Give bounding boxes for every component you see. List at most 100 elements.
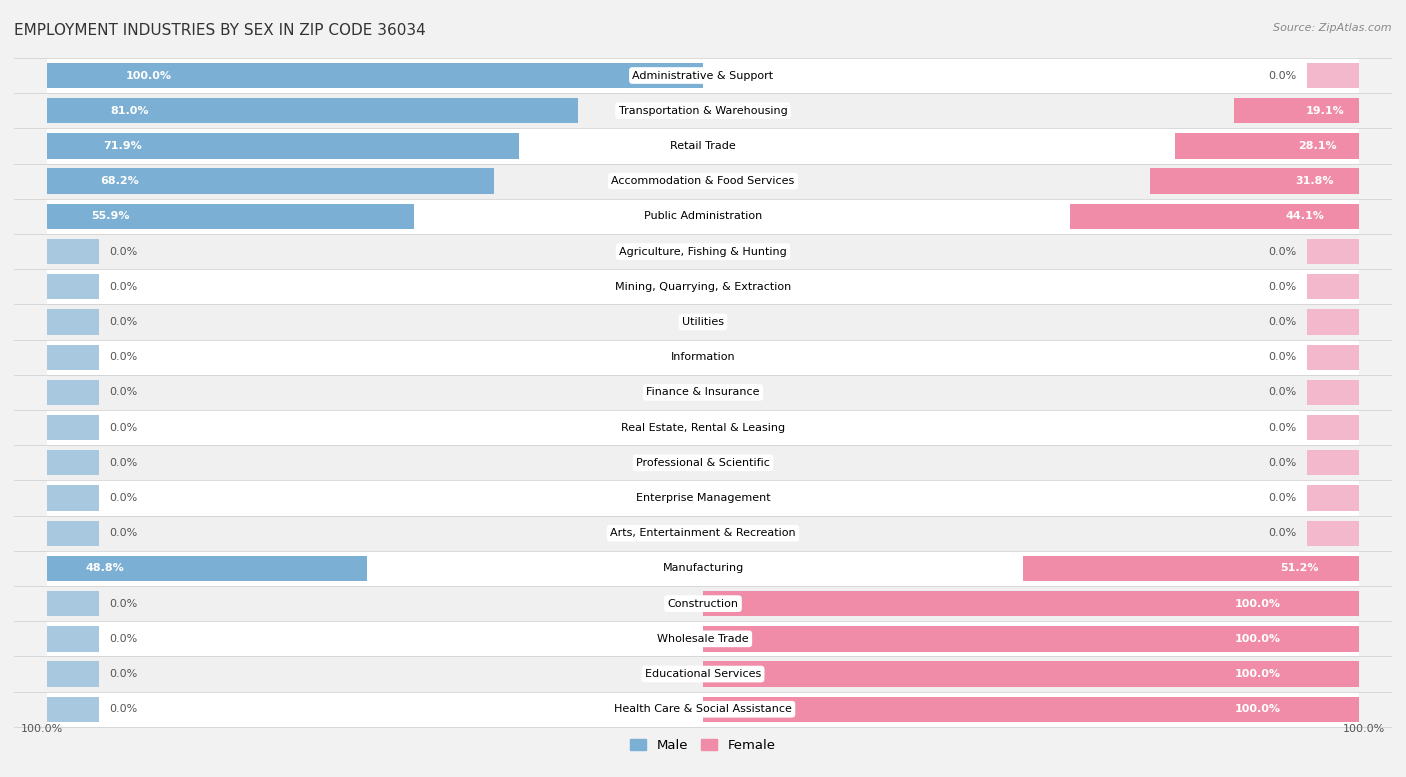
Bar xyxy=(46,586,1360,622)
Text: 0.0%: 0.0% xyxy=(110,634,138,644)
Text: 28.1%: 28.1% xyxy=(1298,141,1337,151)
Text: Arts, Entertainment & Recreation: Arts, Entertainment & Recreation xyxy=(610,528,796,538)
Text: 71.9%: 71.9% xyxy=(104,141,142,151)
Bar xyxy=(1306,450,1360,476)
Text: 31.8%: 31.8% xyxy=(1295,176,1334,186)
Text: 0.0%: 0.0% xyxy=(1268,317,1296,327)
Bar xyxy=(46,657,1360,692)
Text: Agriculture, Fishing & Hunting: Agriculture, Fishing & Hunting xyxy=(619,246,787,256)
Text: 100.0%: 100.0% xyxy=(125,71,172,81)
Bar xyxy=(1175,134,1360,159)
Bar xyxy=(46,661,100,687)
Bar xyxy=(703,697,1360,722)
Text: 0.0%: 0.0% xyxy=(1268,352,1296,362)
Bar xyxy=(1306,380,1360,405)
Text: Finance & Insurance: Finance & Insurance xyxy=(647,388,759,397)
Text: 0.0%: 0.0% xyxy=(110,388,138,397)
Text: 51.2%: 51.2% xyxy=(1281,563,1319,573)
Bar xyxy=(46,692,1360,726)
Bar xyxy=(1024,556,1360,581)
Bar xyxy=(1306,309,1360,335)
Text: 0.0%: 0.0% xyxy=(1268,493,1296,503)
Text: Enterprise Management: Enterprise Management xyxy=(636,493,770,503)
Bar xyxy=(46,626,100,651)
Text: Transportation & Warehousing: Transportation & Warehousing xyxy=(619,106,787,116)
Text: 0.0%: 0.0% xyxy=(110,317,138,327)
Bar xyxy=(1306,521,1360,546)
Bar xyxy=(46,556,367,581)
Text: EMPLOYMENT INDUSTRIES BY SEX IN ZIP CODE 36034: EMPLOYMENT INDUSTRIES BY SEX IN ZIP CODE… xyxy=(14,23,426,38)
Bar xyxy=(46,274,100,299)
Bar xyxy=(46,98,578,124)
Text: 55.9%: 55.9% xyxy=(91,211,129,221)
Text: 0.0%: 0.0% xyxy=(110,423,138,433)
Text: 100.0%: 100.0% xyxy=(1343,723,1385,733)
Text: Administrative & Support: Administrative & Support xyxy=(633,71,773,81)
Bar xyxy=(703,591,1360,616)
Text: Utilities: Utilities xyxy=(682,317,724,327)
Bar xyxy=(46,63,703,89)
Text: 0.0%: 0.0% xyxy=(1268,282,1296,291)
Bar xyxy=(46,380,100,405)
Text: Mining, Quarrying, & Extraction: Mining, Quarrying, & Extraction xyxy=(614,282,792,291)
Text: Source: ZipAtlas.com: Source: ZipAtlas.com xyxy=(1274,23,1392,33)
Text: 100.0%: 100.0% xyxy=(1234,634,1281,644)
Text: 0.0%: 0.0% xyxy=(1268,71,1296,81)
Text: 19.1%: 19.1% xyxy=(1305,106,1344,116)
Text: 0.0%: 0.0% xyxy=(110,493,138,503)
Text: 100.0%: 100.0% xyxy=(1234,704,1281,714)
Text: Manufacturing: Manufacturing xyxy=(662,563,744,573)
Text: 68.2%: 68.2% xyxy=(101,176,139,186)
Text: 81.0%: 81.0% xyxy=(111,106,149,116)
Bar xyxy=(46,591,100,616)
Text: 0.0%: 0.0% xyxy=(1268,458,1296,468)
Text: Accommodation & Food Services: Accommodation & Food Services xyxy=(612,176,794,186)
Bar xyxy=(46,622,1360,657)
Bar xyxy=(46,344,100,370)
Bar xyxy=(46,415,100,441)
Bar xyxy=(46,204,413,229)
Text: 0.0%: 0.0% xyxy=(110,704,138,714)
Text: Health Care & Social Assistance: Health Care & Social Assistance xyxy=(614,704,792,714)
Text: 0.0%: 0.0% xyxy=(110,282,138,291)
Bar xyxy=(46,269,1360,305)
Bar xyxy=(46,551,1360,586)
Bar xyxy=(46,239,100,264)
Text: Public Administration: Public Administration xyxy=(644,211,762,221)
Bar xyxy=(1150,169,1360,193)
Bar xyxy=(1306,415,1360,441)
Bar xyxy=(1306,486,1360,510)
Text: 0.0%: 0.0% xyxy=(110,598,138,608)
Bar xyxy=(1306,63,1360,89)
Bar xyxy=(46,445,1360,480)
Text: 0.0%: 0.0% xyxy=(110,458,138,468)
Bar xyxy=(46,128,1360,163)
Bar xyxy=(46,375,1360,410)
Bar xyxy=(46,58,1360,93)
Bar xyxy=(1306,344,1360,370)
Bar xyxy=(46,486,100,510)
Bar xyxy=(1306,274,1360,299)
Bar xyxy=(1306,239,1360,264)
Bar xyxy=(46,697,100,722)
Text: Construction: Construction xyxy=(668,598,738,608)
Text: Real Estate, Rental & Leasing: Real Estate, Rental & Leasing xyxy=(621,423,785,433)
Bar xyxy=(46,450,100,476)
Text: 100.0%: 100.0% xyxy=(1234,669,1281,679)
Bar xyxy=(46,234,1360,269)
Bar xyxy=(703,626,1360,651)
Text: 0.0%: 0.0% xyxy=(1268,423,1296,433)
Bar xyxy=(46,410,1360,445)
Text: Educational Services: Educational Services xyxy=(645,669,761,679)
Bar xyxy=(46,305,1360,340)
Text: 0.0%: 0.0% xyxy=(110,669,138,679)
Bar xyxy=(46,93,1360,128)
Bar xyxy=(46,516,1360,551)
Text: 0.0%: 0.0% xyxy=(1268,246,1296,256)
Text: 0.0%: 0.0% xyxy=(110,246,138,256)
Text: Information: Information xyxy=(671,352,735,362)
Bar xyxy=(46,340,1360,375)
Legend: Male, Female: Male, Female xyxy=(626,734,780,758)
Text: 44.1%: 44.1% xyxy=(1285,211,1324,221)
Bar xyxy=(46,480,1360,516)
